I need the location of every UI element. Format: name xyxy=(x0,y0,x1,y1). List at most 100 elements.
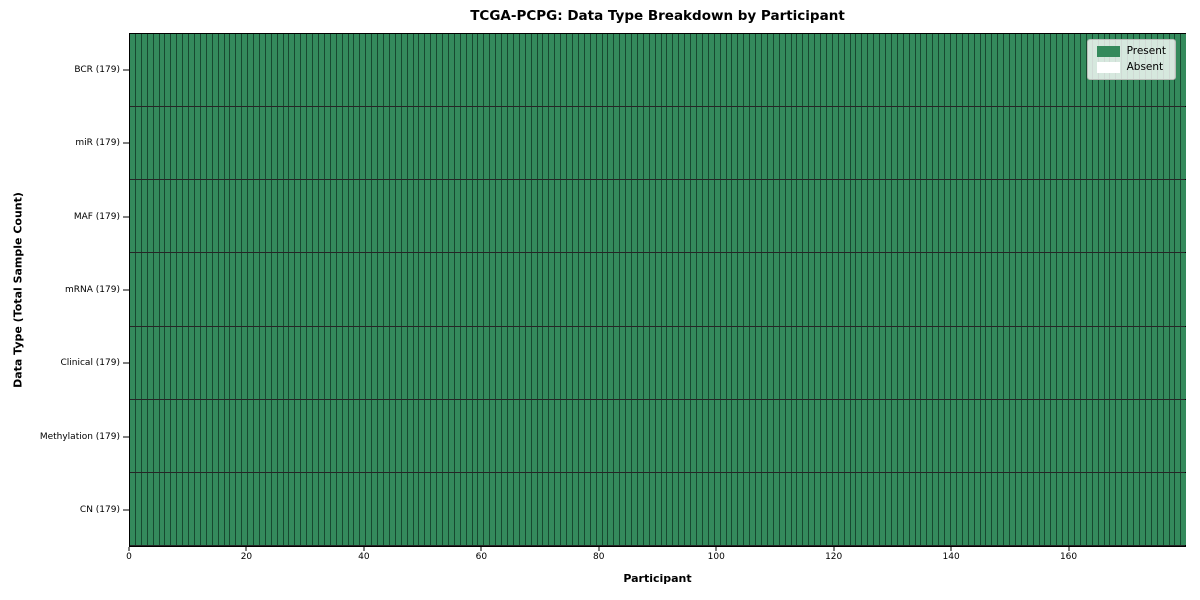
heatmap-cell xyxy=(324,107,331,180)
heatmap-cell xyxy=(584,34,591,107)
heatmap-cell xyxy=(378,253,384,326)
heatmap-cell xyxy=(372,399,379,472)
heatmap-cell xyxy=(313,253,319,326)
heatmap-cell xyxy=(697,34,703,107)
heatmap-cell xyxy=(1139,107,1146,180)
heatmap-cell xyxy=(212,253,219,326)
heatmap-cell xyxy=(1027,180,1034,253)
heatmap-cell xyxy=(886,472,892,545)
heatmap-cell xyxy=(254,472,260,545)
heatmap-cell xyxy=(277,326,284,399)
heatmap-cell xyxy=(513,326,520,399)
heatmap-cell xyxy=(572,34,579,107)
heatmap-cell xyxy=(336,34,343,107)
heatmap-cell xyxy=(868,180,875,253)
heatmap-cell xyxy=(726,34,733,107)
heatmap-cell xyxy=(513,180,520,253)
heatmap-cell xyxy=(903,253,910,326)
heatmap-cell xyxy=(962,326,969,399)
heatmap-cell xyxy=(1039,326,1046,399)
heatmap-cell xyxy=(230,472,237,545)
heatmap-cell xyxy=(992,326,999,399)
heatmap-cell xyxy=(921,399,928,472)
heatmap-cell xyxy=(1057,326,1064,399)
heatmap-cell xyxy=(578,326,585,399)
heatmap-cell xyxy=(383,107,390,180)
heatmap-cell xyxy=(395,399,402,472)
heatmap-cell xyxy=(649,472,656,545)
heatmap-cell xyxy=(1039,34,1046,107)
heatmap-cell xyxy=(785,326,792,399)
heatmap-cell xyxy=(1098,326,1105,399)
heatmap-cell xyxy=(283,326,290,399)
heatmap-cell xyxy=(1163,472,1170,545)
heatmap-cell xyxy=(383,180,390,253)
x-tick-label: 20 xyxy=(240,552,253,562)
heatmap-cell xyxy=(1057,107,1064,180)
heatmap-cell xyxy=(756,34,762,107)
heatmap-cell xyxy=(543,472,550,545)
heatmap-cell xyxy=(443,472,449,545)
heatmap-cell xyxy=(1139,399,1146,472)
heatmap-cell xyxy=(1075,253,1081,326)
heatmap-cell xyxy=(236,326,243,399)
heatmap-cell xyxy=(602,107,609,180)
heatmap-cell xyxy=(874,107,881,180)
heatmap-cell xyxy=(596,253,603,326)
heatmap-cell xyxy=(596,107,603,180)
heatmap-cell xyxy=(897,180,904,253)
heatmap-cell xyxy=(637,326,644,399)
heatmap-cell xyxy=(525,399,532,472)
heatmap-cell xyxy=(767,472,774,545)
heatmap-cell xyxy=(194,34,201,107)
heatmap-cell xyxy=(454,34,461,107)
heatmap-cell xyxy=(378,107,384,180)
heatmap-cell xyxy=(242,253,249,326)
heatmap-cell xyxy=(525,34,532,107)
heatmap-cell xyxy=(236,399,243,472)
heatmap-cell xyxy=(159,326,166,399)
heatmap-cell xyxy=(141,326,148,399)
heatmap-cell xyxy=(620,472,627,545)
heatmap-cell xyxy=(1010,107,1016,180)
heatmap-cell xyxy=(590,326,597,399)
heatmap-cell xyxy=(673,399,680,472)
heatmap-cell xyxy=(856,107,863,180)
heatmap-cell xyxy=(620,107,627,180)
heatmap-cell xyxy=(342,399,349,472)
heatmap-cell xyxy=(130,180,136,253)
heatmap-cell xyxy=(590,253,597,326)
heatmap-cell xyxy=(484,472,491,545)
heatmap-cell xyxy=(360,399,367,472)
heatmap-cell xyxy=(460,399,467,472)
heatmap-cell xyxy=(661,326,668,399)
heatmap-cell xyxy=(891,399,898,472)
heatmap-cell xyxy=(620,34,627,107)
heatmap-cell xyxy=(773,472,780,545)
heatmap-cell xyxy=(862,107,869,180)
heatmap-cell xyxy=(141,107,148,180)
heatmap-cell xyxy=(1175,34,1182,107)
heatmap-cell xyxy=(697,326,703,399)
heatmap-cell xyxy=(679,326,686,399)
heatmap-cell xyxy=(212,326,219,399)
heatmap-cell xyxy=(543,326,550,399)
heatmap-cell xyxy=(336,107,343,180)
x-tick-label: 40 xyxy=(358,552,370,562)
heatmap-cell xyxy=(271,472,278,545)
heatmap-cell xyxy=(354,472,361,545)
heatmap-cell xyxy=(708,472,715,545)
heatmap-cell xyxy=(809,326,816,399)
heatmap-cell xyxy=(135,34,142,107)
heatmap-cell xyxy=(785,180,792,253)
heatmap-cell xyxy=(956,399,963,472)
heatmap-cell xyxy=(324,399,331,472)
heatmap-cell xyxy=(130,253,136,326)
heatmap-cell xyxy=(236,107,243,180)
heatmap-cell xyxy=(383,472,390,545)
heatmap-cell xyxy=(679,253,686,326)
heatmap-cell xyxy=(1010,472,1016,545)
heatmap-cell xyxy=(956,326,963,399)
heatmap-cell xyxy=(372,34,379,107)
heatmap-cell xyxy=(832,326,839,399)
